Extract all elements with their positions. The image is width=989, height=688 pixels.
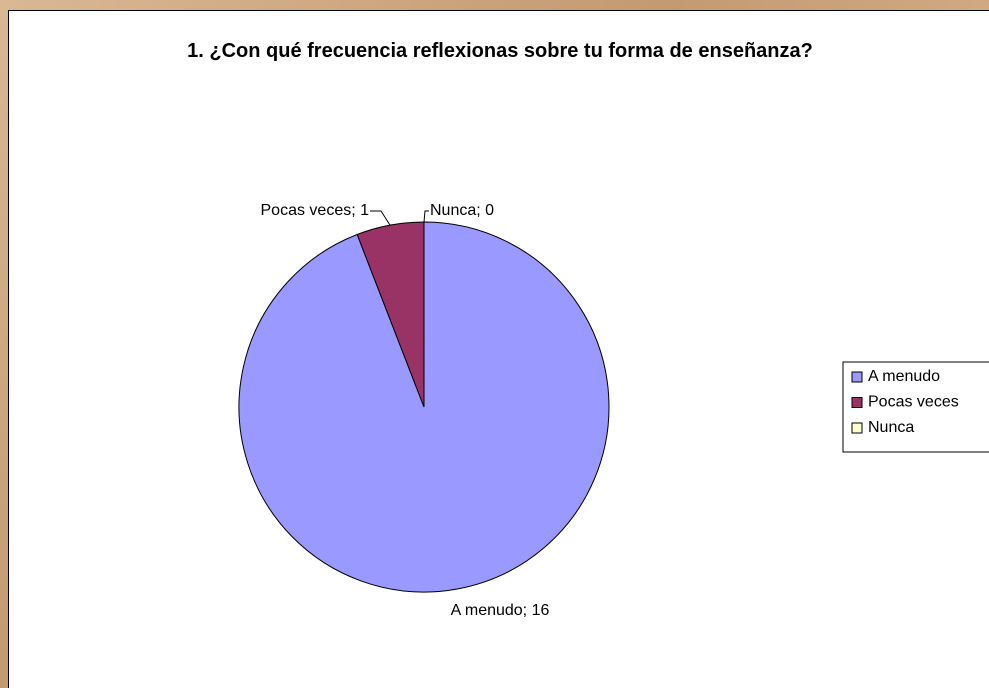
legend-swatch bbox=[851, 422, 863, 434]
legend-box bbox=[842, 361, 989, 453]
data-label: A menudo; 16 bbox=[451, 602, 550, 619]
legend-swatch bbox=[851, 371, 863, 383]
data-label: Nunca; 0 bbox=[430, 202, 494, 219]
leader-line bbox=[370, 210, 391, 226]
leader-line bbox=[423, 210, 429, 223]
legend-label: A menudo bbox=[868, 368, 940, 385]
legend-label: Nunca bbox=[868, 419, 914, 436]
legend-swatch bbox=[851, 397, 863, 408]
legend-label: Pocas veces bbox=[868, 394, 959, 411]
data-label: Pocas veces; 1 bbox=[261, 202, 370, 219]
chart-title: 1. ¿Con qué frecuencia reflexionas sobre… bbox=[187, 40, 813, 62]
